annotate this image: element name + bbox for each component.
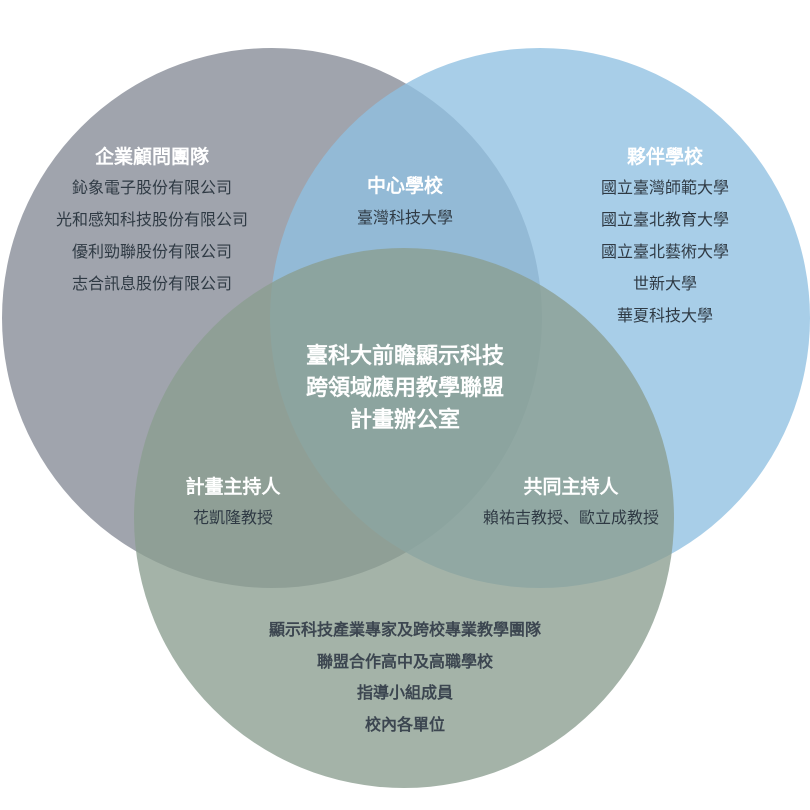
- office-line: 跨領域應用教學聯盟: [305, 375, 505, 401]
- pi-name: 花凱隆教授: [192, 508, 274, 527]
- members-list: 顯示科技產業專家及跨校專業教學團隊 聯盟合作高中及高職學校 指導小組成員 校內各…: [269, 614, 541, 740]
- partner-item: 世新大學: [632, 274, 698, 293]
- consultant-item: 優利勁聯股份有限公司: [71, 242, 233, 261]
- co-pi-title: 共同主持人: [523, 476, 619, 498]
- consultants-list: 鈊象電子股份有限公司 光和感知科技股份有限公司 優利勁聯股份有限公司 志合訊息股…: [56, 172, 248, 300]
- partners-list: 國立臺灣師範大學 國立臺北教育大學 國立臺北藝術大學 世新大學 華夏科技大學: [601, 172, 729, 332]
- member-item: 顯示科技產業專家及跨校專業教學團隊: [268, 620, 542, 639]
- co-pi-names: 賴祐吉教授、歐立成教授: [482, 508, 660, 527]
- center-school-title: 中心學校: [366, 175, 444, 197]
- partner-item: 華夏科技大學: [616, 306, 714, 325]
- office-line: 計畫辦公室: [349, 407, 461, 433]
- office-title: 臺科大前瞻顯示科技 跨領域應用教學聯盟 計畫辦公室: [306, 340, 504, 436]
- partners-title: 夥伴學校: [626, 146, 704, 168]
- partner-item: 國立臺灣師範大學: [600, 178, 730, 197]
- office-line: 臺科大前瞻顯示科技: [305, 343, 505, 369]
- member-item: 校內各單位: [364, 714, 446, 734]
- center-school-list: 臺灣科技大學: [357, 202, 453, 234]
- member-item: 聯盟合作高中及高職學校: [316, 651, 494, 671]
- consultants-title: 企業顧問團隊: [94, 146, 210, 168]
- partner-item: 國立臺北教育大學: [600, 210, 730, 229]
- members-circle: [134, 248, 674, 788]
- pi-title: 計畫主持人: [185, 476, 281, 498]
- consultant-item: 志合訊息股份有限公司: [71, 274, 233, 293]
- consultant-item: 光和感知科技股份有限公司: [55, 210, 249, 229]
- center-school-item: 臺灣科技大學: [356, 208, 454, 227]
- partner-item: 國立臺北藝術大學: [600, 242, 730, 261]
- consultant-item: 鈊象電子股份有限公司: [71, 178, 233, 197]
- member-item: 指導小組成員: [356, 683, 454, 702]
